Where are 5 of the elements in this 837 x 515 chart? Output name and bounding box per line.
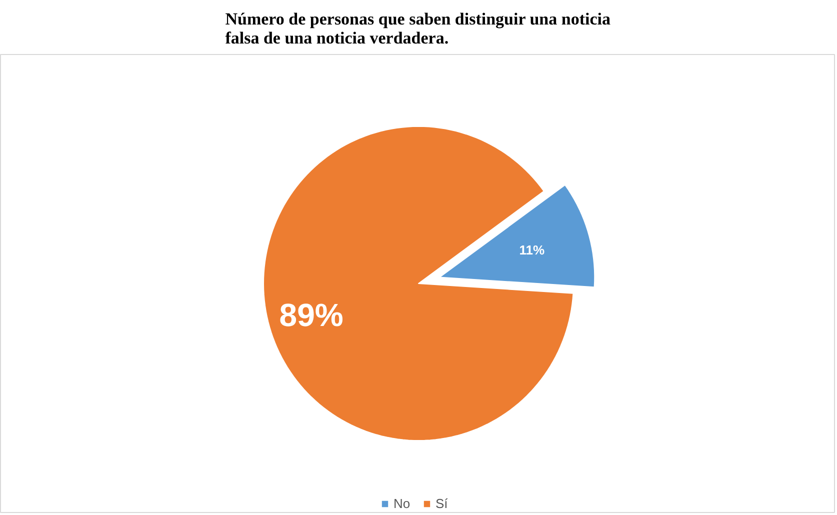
data-label: 11%: [519, 242, 546, 258]
legend-label: No: [394, 496, 412, 511]
legend-label: Sí: [436, 496, 449, 511]
data-label: 89%: [279, 297, 344, 334]
chart-title: Número de personas que saben distinguir una noticia falsa de una noticia verdadera.: [225, 10, 611, 48]
